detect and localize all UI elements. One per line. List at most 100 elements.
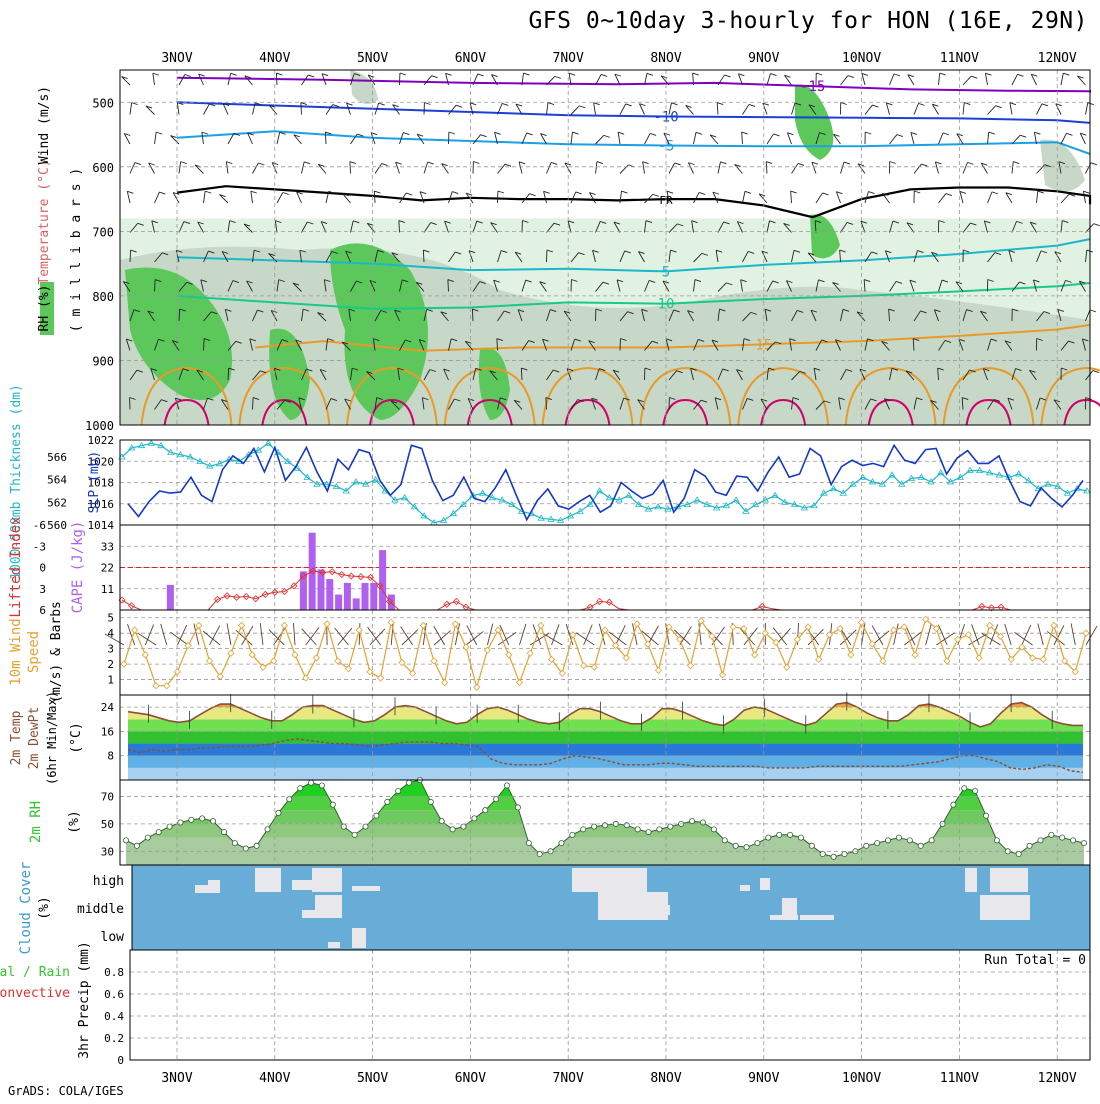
cloud-block — [352, 928, 366, 948]
wind-barb-flag — [865, 132, 871, 134]
wind-tick-label: 1 — [107, 674, 114, 687]
wind-barb-flag — [897, 135, 903, 137]
wind-barb-flag — [626, 104, 632, 106]
wind-barb — [886, 103, 889, 115]
wind-barb-flag — [1063, 73, 1069, 75]
rh-marker — [123, 838, 128, 843]
surface-wind-barb — [1086, 626, 1097, 645]
rh-marker — [483, 808, 488, 813]
wind-speed-marker — [303, 675, 309, 681]
rh-marker — [1071, 838, 1076, 843]
rh-marker — [1038, 838, 1043, 843]
surface-wind-barb — [1015, 632, 1033, 645]
rh-marker — [602, 823, 607, 828]
wind-speed-marker — [121, 661, 127, 667]
wind-barb — [325, 132, 326, 144]
wind-barb-flag — [308, 75, 314, 77]
top-date-label: 7NOV — [553, 51, 584, 66]
wind-barb-flag — [964, 103, 970, 105]
rh-marker — [885, 838, 890, 843]
wind-barb — [155, 280, 156, 292]
wind-barb — [350, 162, 351, 174]
surface-wind-barb — [872, 631, 889, 645]
rh-marker — [352, 832, 357, 837]
cloud-axis-label: Cloud Cover — [18, 862, 34, 955]
wind-speed-marker — [688, 663, 694, 669]
li-tick-label: 3 — [39, 583, 46, 596]
thickness-tick-label: 566 — [47, 451, 67, 464]
rh-marker — [700, 820, 705, 825]
rh-mid-area — [350, 70, 378, 104]
wind-axis-label: Wind (m/s) — [37, 86, 52, 164]
precip-axis-label: 3hr Precip (mm) — [77, 941, 92, 1058]
rh-marker — [559, 840, 564, 845]
wind-barb — [498, 164, 506, 173]
wind-barb — [988, 132, 989, 144]
rh-marker — [962, 786, 967, 791]
wind-speed-marker — [591, 664, 597, 670]
temperature-axis-label: Temperature (°C) — [37, 159, 52, 284]
rh-marker — [210, 819, 215, 824]
pressure-tick-label: 900 — [92, 354, 114, 368]
wind-barb — [204, 191, 206, 203]
wind-speed-marker — [634, 621, 640, 627]
wind-barb — [862, 73, 865, 85]
rh-marker — [319, 783, 324, 788]
wind-barb — [277, 193, 283, 203]
wind-barb-flag — [153, 73, 159, 75]
wind-barb-flag — [1017, 74, 1023, 76]
wind-barb-flag — [848, 76, 854, 78]
cloud-block — [352, 886, 380, 891]
wind-barb-flag — [918, 103, 924, 105]
wind-barb — [302, 162, 305, 174]
rh-marker — [396, 788, 401, 793]
rh-marker — [809, 843, 814, 848]
wind-speed-marker — [452, 621, 458, 627]
rh-marker — [504, 783, 509, 788]
top-date-label: 5NOV — [357, 51, 388, 66]
wind-barb — [596, 135, 604, 144]
temperature-band — [120, 719, 1090, 731]
temp-tick-label: 8 — [107, 750, 114, 763]
top-date-label: 4NOV — [259, 51, 290, 66]
wind-barb — [448, 280, 449, 292]
wind-barb — [449, 105, 457, 114]
wind-barb-flag — [251, 191, 257, 193]
cape-axis-label: CAPE (J/kg) — [70, 521, 86, 614]
wind-barb — [473, 135, 481, 144]
wind-speed-marker — [720, 672, 726, 678]
isotherm-FR — [177, 186, 1090, 217]
wind-speed-marker — [816, 656, 822, 662]
wind-barb — [836, 192, 840, 203]
wind-speed-marker — [1040, 656, 1046, 662]
bottom-date-label: 4NOV — [259, 1071, 290, 1086]
wind-speed-marker — [965, 632, 971, 638]
temperature-band — [120, 756, 1090, 768]
rh-marker — [744, 845, 749, 850]
wind-speed-marker — [912, 652, 918, 658]
rh-marker — [178, 820, 183, 825]
wind-barb-flag — [572, 132, 578, 134]
wind-tick-label: 4 — [107, 627, 114, 640]
temp-tick-label: 24 — [101, 701, 115, 714]
rh-marker — [918, 843, 923, 848]
wind-barb-flag — [985, 73, 991, 75]
wind-barb-flag — [449, 132, 455, 134]
wind-speed-marker — [142, 652, 148, 658]
wind-barb-flag — [742, 132, 748, 134]
li-tick-label: 0 — [39, 562, 46, 575]
wind-barb — [742, 132, 743, 144]
wind-barb-flag — [921, 164, 927, 166]
wind-speed-marker — [292, 652, 298, 658]
wind-barb-flag — [276, 73, 282, 75]
rh-marker — [145, 835, 150, 840]
wind-barb-flag — [551, 162, 557, 164]
thickness-line — [122, 443, 1087, 522]
wind-barb — [547, 103, 548, 115]
wind-barb-flag — [1091, 163, 1097, 165]
wind-barb-flag — [869, 192, 875, 194]
pressure-tick-label: 1000 — [85, 419, 114, 433]
wind-barb-flag — [156, 132, 162, 134]
rh-marker — [798, 835, 803, 840]
